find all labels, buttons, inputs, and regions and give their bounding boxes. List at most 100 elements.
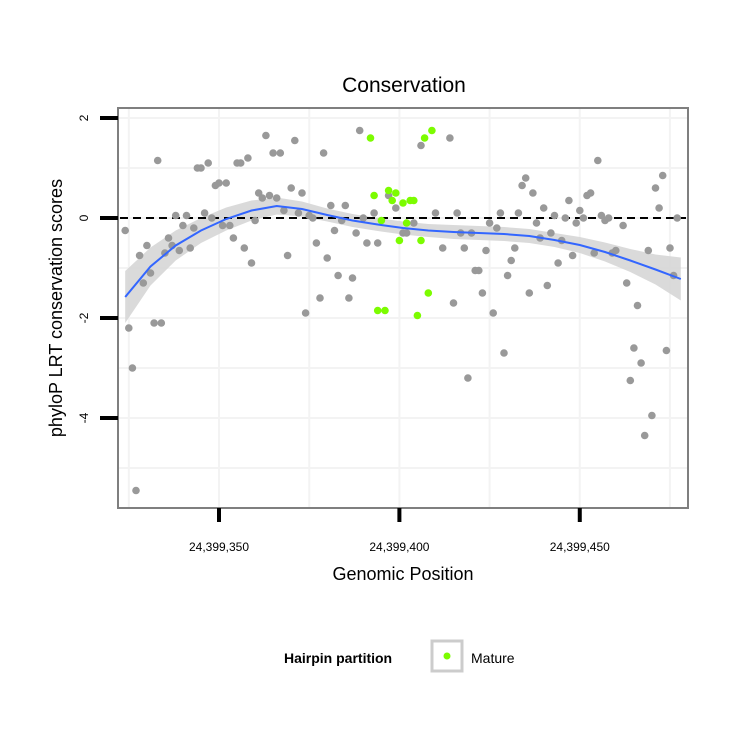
data-point (630, 344, 638, 352)
data-point (312, 239, 321, 247)
data-point (157, 319, 166, 327)
data-point (485, 219, 494, 227)
data-point (236, 159, 245, 167)
data-point (251, 216, 259, 225)
data-point-mature (392, 189, 400, 197)
data-point (319, 149, 328, 157)
data-point (658, 171, 667, 180)
data-point (341, 201, 350, 210)
data-point (507, 256, 515, 265)
data-point (373, 239, 382, 247)
data-point (363, 239, 371, 247)
y-tick-label: 0 (77, 214, 91, 221)
data-point (529, 189, 537, 197)
data-point-mature (381, 306, 389, 315)
data-point (576, 206, 584, 215)
data-point (269, 149, 277, 157)
data-point (204, 159, 212, 167)
data-point (171, 211, 180, 220)
scatter-points (121, 126, 681, 495)
data-point (514, 209, 523, 217)
data-point (572, 219, 580, 227)
data-point (226, 221, 234, 230)
data-point (135, 251, 144, 260)
data-point (554, 259, 562, 267)
data-point (633, 301, 642, 310)
data-point-mature (428, 126, 436, 135)
data-point (294, 209, 303, 217)
data-point (590, 249, 598, 257)
data-point (511, 244, 519, 252)
plot-panel (117, 107, 689, 509)
legend-mature-marker (443, 652, 451, 660)
data-point (222, 179, 230, 187)
data-point (532, 219, 541, 227)
data-point (370, 209, 378, 217)
data-point (334, 271, 342, 280)
data-point (637, 359, 645, 367)
data-point (301, 309, 310, 317)
data-point (622, 279, 631, 287)
y-tick-label: 2 (77, 114, 91, 121)
data-point (327, 201, 335, 210)
data-point (453, 209, 461, 217)
data-point (496, 209, 505, 217)
data-point (265, 191, 274, 200)
data-point-mature (417, 236, 425, 245)
data-point (449, 299, 458, 307)
data-point (503, 271, 512, 280)
data-point (460, 244, 469, 252)
y-tick-label: -4 (77, 412, 91, 423)
x-tick-label: 24,399,350 (189, 540, 249, 554)
x-tick-label: 24,399,400 (369, 540, 429, 554)
data-point (464, 374, 472, 382)
data-point-mature (399, 199, 407, 207)
data-point-mature (424, 289, 433, 297)
data-point (482, 246, 490, 255)
smooth-trend-line (124, 204, 682, 298)
data-point (240, 244, 249, 252)
data-point (475, 266, 483, 275)
data-point (586, 189, 595, 197)
data-point-mature (370, 191, 378, 200)
data-point (438, 244, 447, 252)
data-point (619, 221, 627, 230)
data-point-mature (384, 186, 393, 195)
data-point (431, 209, 440, 217)
data-point (316, 294, 324, 302)
y-tick-label: -2 (77, 312, 91, 323)
data-point (348, 274, 357, 282)
legend-mature-label: Mature (471, 650, 515, 666)
data-point (446, 134, 454, 142)
data-point (612, 246, 620, 255)
data-point (128, 364, 137, 372)
data-point (323, 254, 332, 262)
data-point (186, 244, 194, 252)
data-point (150, 319, 158, 327)
data-point-mature (388, 196, 397, 205)
data-point (626, 376, 635, 385)
data-point-mature (402, 219, 411, 227)
data-point (355, 126, 364, 135)
data-point (153, 156, 162, 165)
data-point-mature (377, 216, 386, 225)
data-point (309, 214, 317, 222)
data-point (244, 154, 252, 162)
data-point-mature (410, 196, 418, 205)
data-point (568, 251, 577, 260)
x-axis-label: Genomic Position (332, 564, 473, 584)
data-point (500, 349, 508, 357)
data-point (392, 204, 400, 212)
data-point (417, 141, 425, 150)
data-point (651, 184, 660, 192)
data-point (543, 281, 552, 290)
data-point (164, 234, 173, 242)
data-point (182, 211, 191, 220)
data-point-mature (420, 134, 429, 142)
data-point (402, 229, 411, 237)
data-point (518, 181, 526, 190)
data-point (197, 164, 205, 172)
data-point (143, 241, 151, 250)
data-point (125, 324, 133, 332)
